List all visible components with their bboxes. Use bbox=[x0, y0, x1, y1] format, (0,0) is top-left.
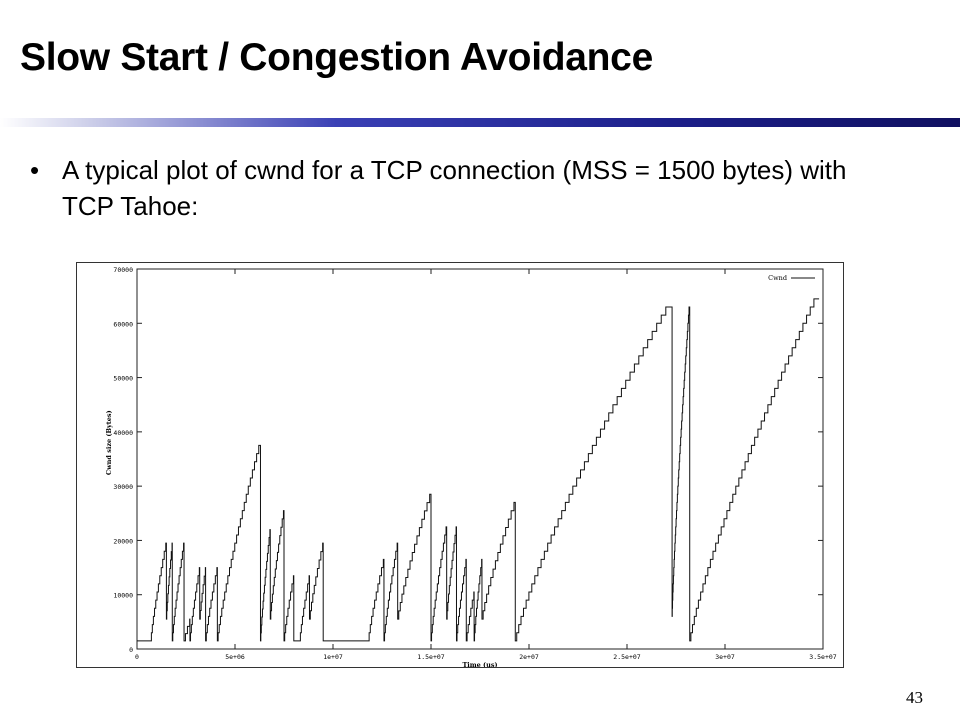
x-tick-label: 3.5e+07 bbox=[809, 653, 836, 661]
plot-area-border bbox=[136, 268, 824, 650]
x-axis-label: Time (us) bbox=[462, 661, 497, 667]
x-tick-label: 2.5e+07 bbox=[613, 653, 640, 661]
y-tick-label: 70000 bbox=[113, 266, 133, 274]
bullet-text: A typical plot of cwnd for a TCP connect… bbox=[62, 155, 847, 221]
x-tick-label: 3e+07 bbox=[715, 653, 735, 661]
page-number: 43 bbox=[906, 688, 923, 707]
y-axis-label: Cwnd size (Bytes) bbox=[105, 410, 113, 475]
y-tick-label: 40000 bbox=[113, 429, 133, 437]
y-tick-label: 60000 bbox=[113, 320, 133, 328]
cwnd-series-line bbox=[137, 298, 820, 642]
x-tick-label: 5e+06 bbox=[225, 653, 245, 661]
x-tick-label: 2e+07 bbox=[519, 653, 539, 661]
title-divider bbox=[0, 118, 960, 127]
bullet-marker: • bbox=[30, 155, 40, 185]
y-tick-label: 20000 bbox=[113, 537, 133, 545]
y-tick-label: 50000 bbox=[113, 375, 133, 383]
y-tick-label: 10000 bbox=[113, 592, 133, 600]
x-tick-label: 1e+07 bbox=[323, 653, 343, 661]
slide-title: Slow Start / Congestion Avoidance bbox=[20, 36, 653, 79]
cwnd-plot: 0 10000 20000 30000 40000 50000 60000 70000 0 5e+… bbox=[76, 262, 844, 668]
legend-label: Cwnd bbox=[768, 274, 787, 282]
x-tick-label: 1.5e+07 bbox=[417, 653, 444, 661]
y-tick-label: 30000 bbox=[113, 483, 133, 491]
cwnd-chart-svg: 0 10000 20000 30000 40000 50000 60000 70000 0 5e+… bbox=[105, 266, 837, 667]
x-tick-label: 0 bbox=[135, 653, 139, 661]
y-tick-label: 0 bbox=[129, 646, 133, 654]
